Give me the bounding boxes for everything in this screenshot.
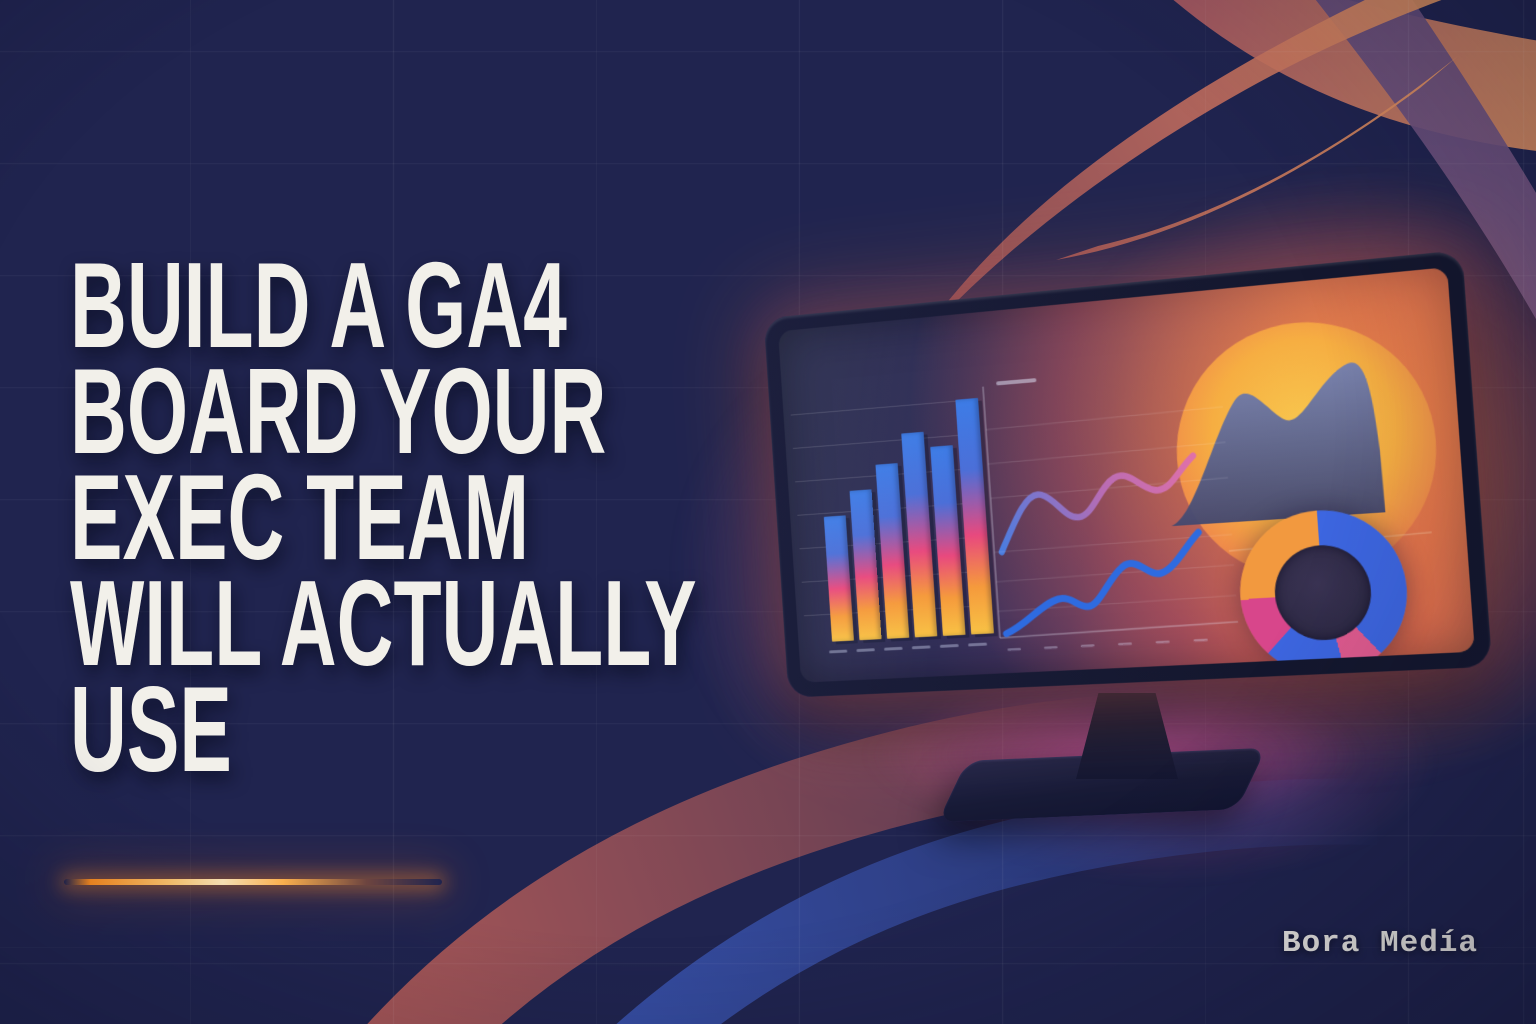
bar: [930, 445, 966, 636]
monitor-illustration: [754, 249, 1493, 905]
sun-disc: [1168, 310, 1446, 586]
bar: [955, 397, 994, 635]
bar-axis-labels: [828, 642, 988, 654]
top-line-chart-line: [996, 456, 1198, 552]
bar-axis-label: [828, 649, 848, 654]
dashboard-charts-svg: [778, 360, 1451, 652]
bottom-line-chart-ticks: [1007, 638, 1208, 652]
bar: [901, 431, 938, 638]
donut-chart: [1234, 505, 1413, 679]
bottom-line-chart-line: [1000, 533, 1204, 634]
brand-name: Bora Medía: [1281, 926, 1478, 961]
ribbon-top-purple: [1315, 0, 1536, 320]
donut-hole: [1271, 542, 1375, 643]
title-line: WILL ACTUALLY: [70, 555, 697, 691]
title-line: BOARD YOUR: [70, 343, 607, 479]
screen-gridlines: [790, 399, 988, 649]
bar-axis-label: [939, 643, 959, 648]
title-line: EXEC TEAM: [70, 449, 530, 585]
bar: [823, 515, 854, 642]
title-line: BUILD A GA4: [70, 237, 567, 373]
bar: [849, 489, 882, 641]
bottom-line-chart-gridlines: [994, 534, 1236, 611]
gridline-under-mountain: [1229, 532, 1433, 551]
bar-axis-label: [856, 648, 875, 653]
dashboard-screen: [778, 267, 1475, 683]
bar-chart: [817, 397, 994, 642]
monitor-display: [763, 249, 1493, 698]
bar-axis-label: [911, 645, 931, 650]
bar-axis-label: [883, 646, 903, 651]
panel-micro-label: [996, 378, 1037, 386]
bottom-line-chart-axis: [1000, 622, 1239, 638]
top-line-chart-gridlines: [986, 407, 1229, 499]
accent-underline-glow: [64, 879, 442, 885]
title-line: USE: [70, 661, 232, 797]
bar: [875, 463, 910, 639]
panel-axis-vertical: [983, 387, 1000, 638]
sun-area-motif: [1161, 360, 1386, 527]
page-title: BUILD A GA4 BOARD YOUR EXEC TEAM WILL AC…: [70, 237, 697, 797]
bar-axis-label: [968, 642, 988, 647]
